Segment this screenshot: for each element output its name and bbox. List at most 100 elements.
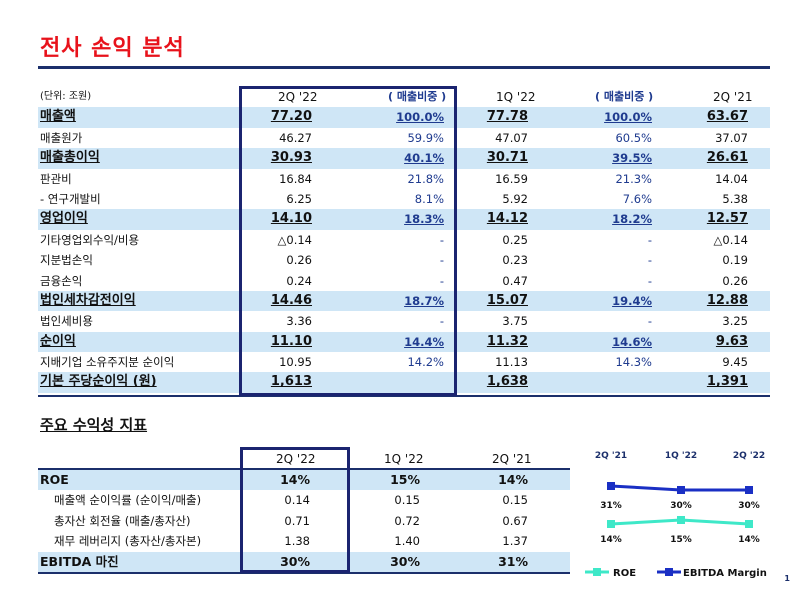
table-row: 지분법손익 0.26 - 0.23 - 0.19 [38,250,770,270]
value-2q22: 30.93 [270,150,312,166]
row-label: 지배기업 소유주지분 순이익 [40,355,175,370]
value-2q21: 12.57 [706,211,748,227]
data-label: 30% [738,501,760,511]
share-2q22: - [439,232,444,247]
data-point [745,486,753,494]
share-2q22: 100.0% [396,110,444,125]
share-1q22: 14.3% [615,355,652,370]
table-row: 영업이익 14.10 18.3% 14.12 18.2% 12.57 [38,209,770,230]
value-2q21: 31% [498,553,528,569]
value-2q22: 0.71 [284,513,310,528]
value-1q22: 1.40 [394,534,420,549]
table-bottom-divider [38,395,770,397]
value-1q22: 15% [390,471,420,487]
table-row: - 연구개발비 6.25 8.1% 5.92 7.6% 5.38 [38,189,770,209]
row-label: 매출액 [40,109,76,125]
value-2q22: 77.20 [270,109,312,125]
value-2q21: 0.15 [502,493,528,508]
share-2q22: - [439,314,444,329]
row-label: 법인세비용 [40,314,93,329]
value-1q22: 0.47 [502,273,528,288]
share-2q22: 14.2% [407,355,444,370]
value-2q21: 0.26 [722,273,748,288]
value-2q22: 0.24 [286,273,312,288]
value-2q21: 12.88 [706,292,748,308]
row-label: 기본 주당순이익 (원) [40,374,157,390]
share-1q22: - [647,314,652,329]
current-quarter-highlight-box [240,447,350,573]
share-1q22: 60.5% [615,130,652,145]
row-label: 재무 레버리지 (총자산/총자본) [54,534,202,549]
row-label: 매출원가 [40,130,83,145]
value-2q21: 14.04 [715,171,748,186]
value-2q22: 16.84 [279,171,312,186]
row-label: 판관비 [40,171,72,186]
page-number: 1 [784,574,790,583]
value-1q22: 30% [390,553,420,569]
data-label: 14% [600,535,622,545]
col-header-share-2: ( 매출비중 ) [595,90,654,103]
col-header-share-1: ( 매출비중 ) [388,90,447,103]
data-label: 31% [600,501,622,511]
profitability-table: 2Q '22 1Q '22 2Q '21 ROE 14% 15% 14% 매출액 순이익… [38,449,570,573]
share-1q22: 19.4% [612,293,652,308]
title-divider [38,66,770,69]
share-1q22: 18.2% [612,212,652,227]
data-label: 30% [670,501,692,511]
table-row: 지배기업 소유주지분 순이익 10.95 14.2% 11.13 14.3% 9.45 [38,352,770,372]
data-point [607,482,615,490]
section-subtitle: 주요 수익성 지표 [40,416,148,434]
legend-marker-ebitda [665,568,673,576]
col-header-2q22: 2Q '22 [276,452,316,466]
table-row: 매출원가 46.27 59.9% 47.07 60.5% 37.07 [38,128,770,148]
table-row: 총자산 회전율 (매출/총자산) 0.71 0.72 0.67 [38,511,570,532]
data-label: 15% [670,535,692,545]
table-row: 순이익 11.10 14.4% 11.32 14.6% 9.63 [38,331,770,353]
share-2q22: 40.1% [404,151,444,166]
value-1q22: 47.07 [495,130,528,145]
profit-table-top-divider [38,468,570,470]
value-2q22: 6.25 [286,191,312,206]
table-row: 법인세차감전이익 14.46 18.7% 15.07 19.4% 12.88 [38,290,770,312]
value-2q21: 0.67 [502,513,528,528]
table-row: 매출총이익 30.93 40.1% 30.71 39.5% 26.61 [38,148,770,169]
share-2q22: 8.1% [414,191,444,206]
value-2q22: 0.26 [286,253,312,268]
value-1q22: 0.15 [394,493,420,508]
row-label: - 연구개발비 [40,191,101,206]
value-2q22: 14.46 [270,292,312,308]
value-2q21: 5.38 [722,191,748,206]
share-1q22: 14.6% [612,334,652,349]
value-2q21: 14% [498,471,528,487]
value-2q21: 63.67 [706,109,748,125]
x-tick-label: 1Q '22 [665,451,697,461]
value-1q22: 14.12 [486,211,528,227]
data-point [745,520,753,528]
row-label: 영업이익 [40,211,88,227]
x-tick-label: 2Q '22 [733,451,765,461]
value-2q22: 0.14 [284,493,310,508]
value-1q22: 15.07 [486,292,528,308]
value-1q22: 0.72 [394,513,420,528]
row-label: 순이익 [40,333,76,349]
value-2q22: 1,613 [270,374,312,390]
share-1q22: - [647,232,652,247]
share-1q22: 100.0% [604,110,652,125]
value-2q21: 1,391 [706,374,748,390]
value-1q22: 11.13 [495,355,528,370]
col-header-2q21: 2Q '21 [713,90,753,104]
data-point [677,516,685,524]
legend-label-ebitda: EBITDA Margin [683,568,767,579]
table-row: 매출액 순이익률 (순이익/매출) 0.14 0.15 0.15 [38,490,570,511]
profit-table-bottom-divider [38,572,570,574]
legend-label-roe: ROE [613,568,636,579]
row-label: EBITDA 마진 [40,553,119,569]
page-title: 전사 손익 분석 [40,36,185,61]
value-2q21: 9.45 [722,355,748,370]
table-row: 법인세비용 3.36 - 3.75 - 3.25 [38,311,770,331]
share-2q22: - [439,253,444,268]
row-label: 기타영업외수익/비용 [40,232,140,247]
value-1q22: 16.59 [495,171,528,186]
value-1q22: 3.75 [502,314,528,329]
value-2q22: 11.10 [270,333,312,349]
